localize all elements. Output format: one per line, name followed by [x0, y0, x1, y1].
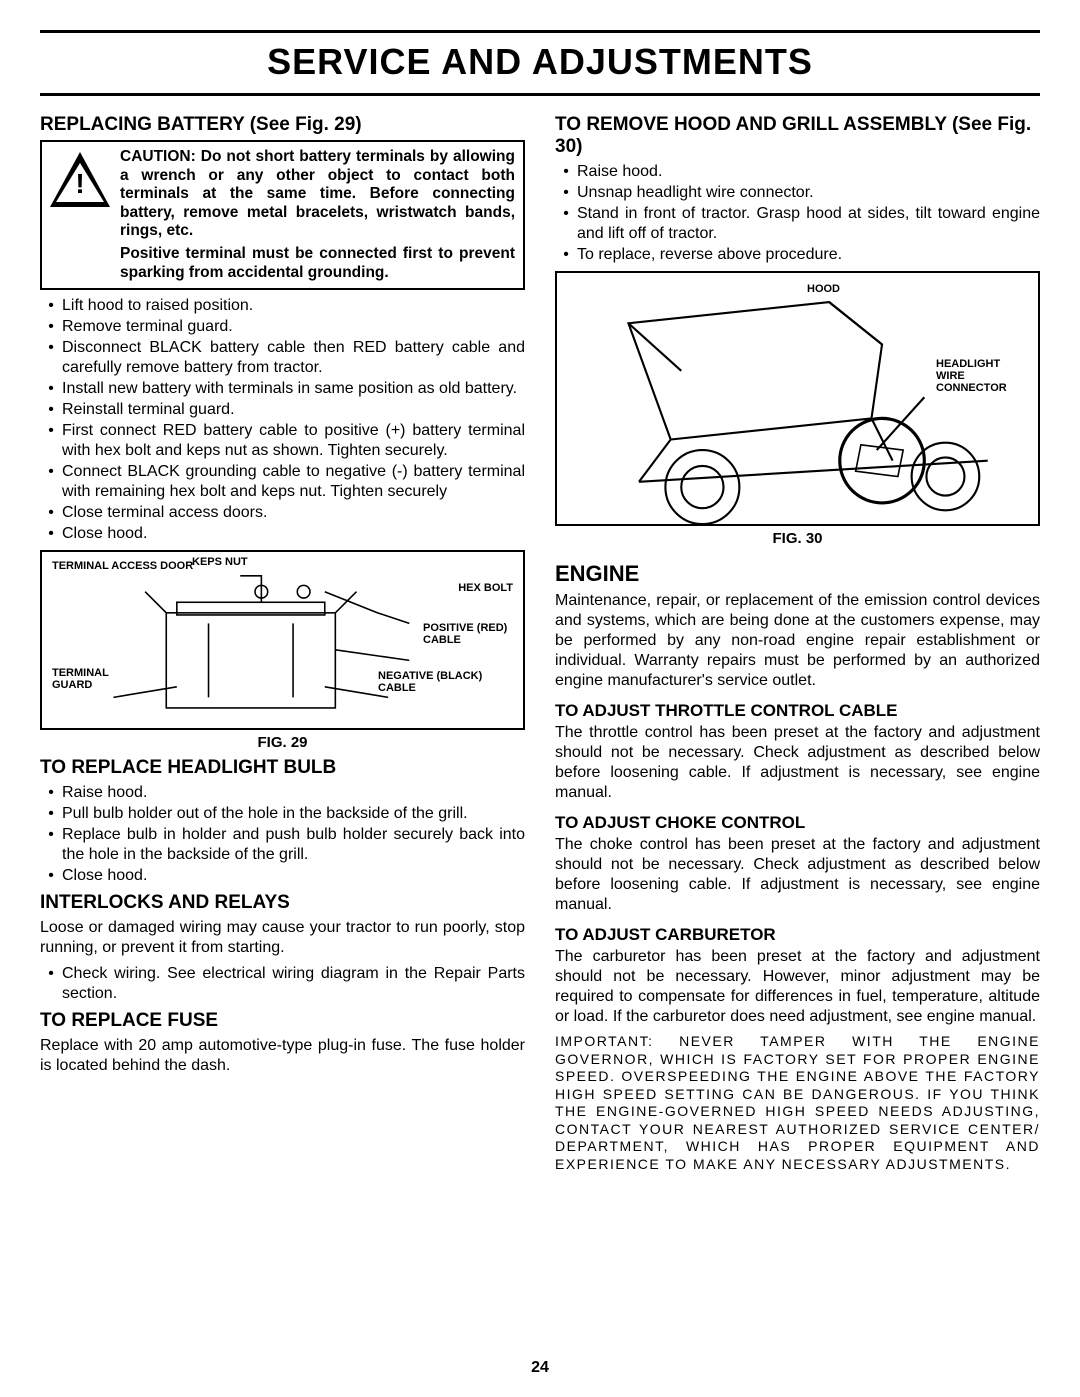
label-keps-nut: KEPS NUT: [192, 556, 248, 568]
figure-30-box: HOOD HEADLIGHT WIRE CONNECTOR: [555, 271, 1040, 526]
list-item: •Remove terminal guard.: [40, 317, 525, 337]
heading-choke: TO ADJUST CHOKE CONTROL: [555, 813, 1040, 833]
list-item: •Raise hood.: [555, 162, 1040, 182]
list-item: •Install new battery with terminals in s…: [40, 379, 525, 399]
list-item: •Close hood.: [40, 866, 525, 886]
title-rule: [40, 93, 1040, 96]
warning-triangle-icon: [50, 152, 110, 207]
list-item: •Raise hood.: [40, 783, 525, 803]
list-item: •Pull bulb holder out of the hole in the…: [40, 804, 525, 824]
list-item: •Connect BLACK grounding cable to negati…: [40, 462, 525, 502]
heading-interlocks: INTERLOCKS AND RELAYS: [40, 892, 525, 914]
figure-29-box: TERMINAL ACCESS DOOR KEPS NUT HEX BOLT P…: [40, 550, 525, 730]
heading-fuse: TO REPLACE FUSE: [40, 1010, 525, 1032]
list-item: •Check wiring. See electrical wiring dia…: [40, 964, 525, 1004]
right-column: TO REMOVE HOOD AND GRILL ASSEMBLY (See F…: [555, 108, 1040, 1173]
heading-hood: TO REMOVE HOOD AND GRILL ASSEMBLY (See F…: [555, 114, 1040, 158]
list-item: •Disconnect BLACK battery cable then RED…: [40, 338, 525, 378]
throttle-body: The throttle control has been preset at …: [555, 723, 1040, 803]
list-item: •Replace bulb in holder and push bulb ho…: [40, 825, 525, 865]
list-item: • Close terminal access doors.: [40, 503, 525, 523]
list-item: •First connect RED battery cable to posi…: [40, 421, 525, 461]
list-item: •Lift hood to raised position.: [40, 296, 525, 316]
headlight-steps-list: •Raise hood. •Pull bulb holder out of th…: [40, 783, 525, 886]
label-terminal-guard: TERMINAL GUARD: [52, 667, 132, 691]
label-negative-cable: NEGATIVE (BLACK) CABLE: [378, 670, 488, 694]
list-item: •To replace, reverse above procedure.: [555, 245, 1040, 265]
heading-carb: TO ADJUST CARBURETOR: [555, 925, 1040, 945]
heading-headlight: TO REPLACE HEADLIGHT BULB: [40, 757, 525, 779]
figure-30-diagram: [565, 281, 1030, 535]
list-item: •Stand in front of tractor. Grasp hood a…: [555, 204, 1040, 244]
page-number: 24: [0, 1359, 1080, 1377]
list-item: •Unsnap headlight wire connector.: [555, 183, 1040, 203]
heading-battery: REPLACING BATTERY (See Fig. 29): [40, 114, 525, 136]
battery-steps-list: •Lift hood to raised position. •Remove t…: [40, 296, 525, 544]
heading-throttle: TO ADJUST THROTTLE CONTROL CABLE: [555, 701, 1040, 721]
list-item: •Reinstall terminal guard.: [40, 400, 525, 420]
caution-box: CAUTION: Do not short battery terminals …: [40, 140, 525, 290]
interlocks-steps-list: •Check wiring. See electrical wiring dia…: [40, 964, 525, 1004]
caution-text: CAUTION: Do not short battery terminals …: [120, 148, 515, 241]
engine-body: Maintenance, repair, or replacement of t…: [555, 591, 1040, 691]
important-note: IMPORTANT: NEVER TAMPER WITH THE ENGINE …: [555, 1033, 1040, 1173]
interlocks-body: Loose or damaged wiring may cause your t…: [40, 918, 525, 958]
left-column: REPLACING BATTERY (See Fig. 29) CAUTION:…: [40, 108, 525, 1173]
page-title: SERVICE AND ADJUSTMENTS: [40, 41, 1040, 83]
caution-text-2: Positive terminal must be connected firs…: [120, 245, 515, 282]
label-terminal-access-door: TERMINAL ACCESS DOOR: [52, 560, 193, 572]
label-hex-bolt: HEX BOLT: [458, 582, 513, 594]
choke-body: The choke control has been preset at the…: [555, 835, 1040, 915]
figure-29-caption: FIG. 29: [40, 734, 525, 751]
carb-body: The carburetor has been preset at the fa…: [555, 947, 1040, 1027]
label-hood: HOOD: [807, 283, 840, 295]
list-item: • Close hood.: [40, 524, 525, 544]
hood-steps-list: •Raise hood. •Unsnap headlight wire conn…: [555, 162, 1040, 265]
label-headlight-wire: HEADLIGHT WIRE CONNECTOR: [936, 358, 1026, 394]
label-positive-cable: POSITIVE (RED) CABLE: [423, 622, 513, 646]
heading-engine: ENGINE: [555, 561, 1040, 587]
fuse-body: Replace with 20 amp automotive-type plug…: [40, 1036, 525, 1076]
